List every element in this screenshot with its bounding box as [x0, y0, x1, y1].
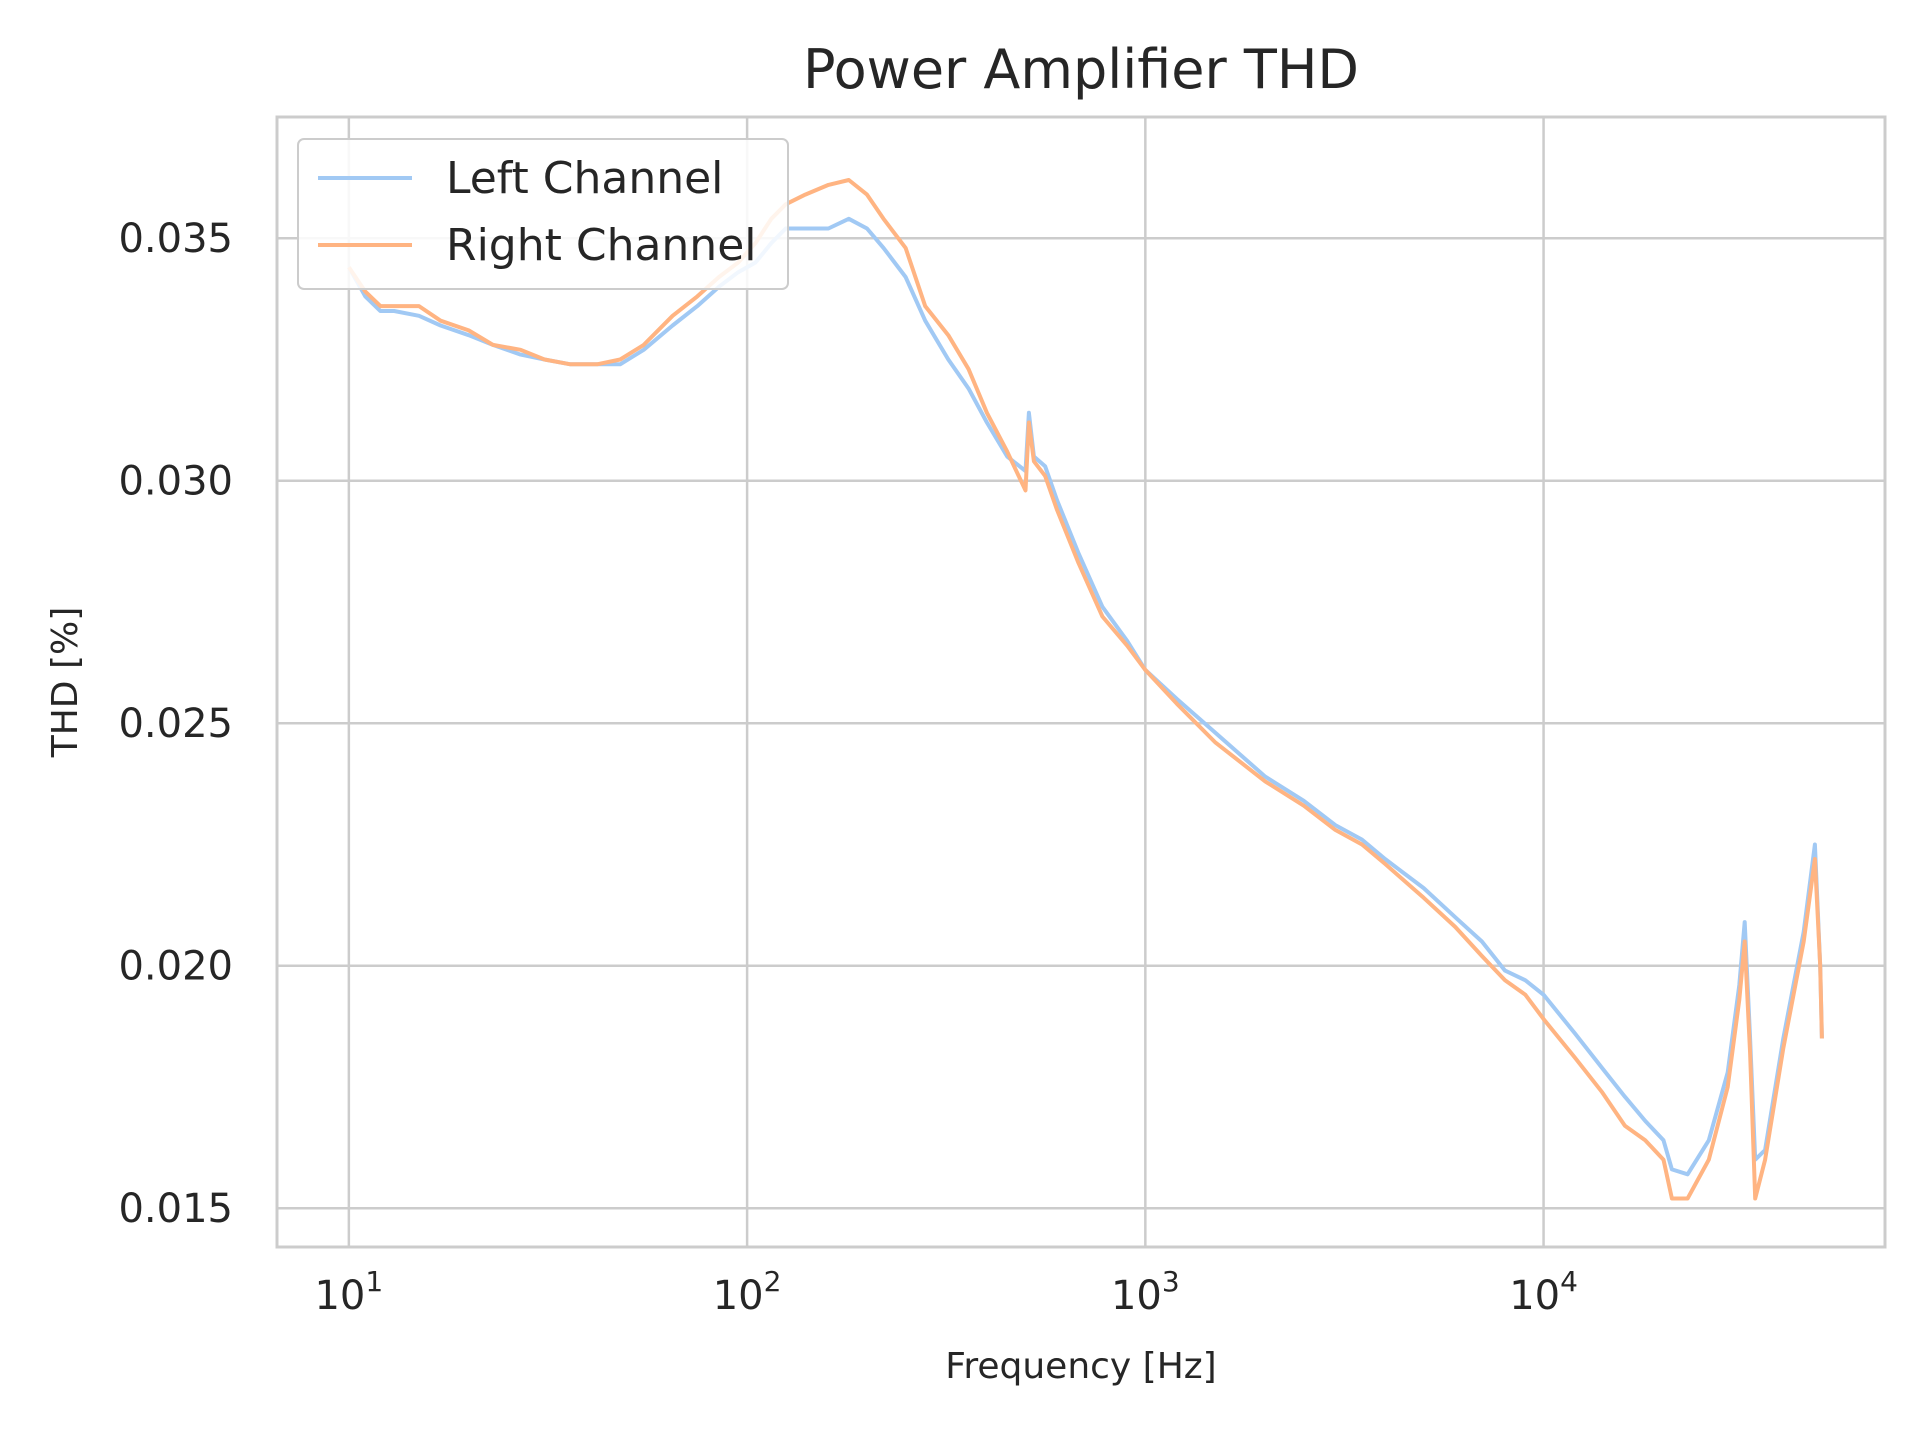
legend-label-left-channel: Left Channel: [446, 153, 723, 204]
x-tick-label: 101: [314, 1265, 383, 1319]
y-tick-label: 0.030: [118, 459, 233, 505]
series-line-1: [347, 178, 1824, 1201]
x-tick-label: 104: [1509, 1265, 1578, 1319]
x-axis-label: Frequency [Hz]: [945, 1346, 1216, 1387]
legend-label-right-channel: Right Channel: [446, 220, 757, 271]
y-tick-label: 0.035: [118, 216, 233, 262]
tick-labels: 101 102 103 104 0.015 0.020 0.025 0.030 0.035: [118, 216, 1577, 1319]
x-tick-label: 102: [713, 1265, 782, 1319]
plot-frame: [275, 115, 1887, 1249]
y-axis-label: THD [%]: [45, 607, 86, 759]
chart-title: Power Amplifier THD: [803, 38, 1359, 101]
series-line-0: [347, 216, 1824, 1177]
x-tick-label: 103: [1111, 1265, 1180, 1319]
y-tick-label: 0.025: [118, 701, 233, 747]
legend-box: [297, 138, 789, 290]
plot-area: [277, 117, 1885, 1247]
y-tick-label: 0.015: [118, 1186, 233, 1232]
legend: Left Channel Right Channel: [297, 138, 789, 290]
y-tick-label: 0.020: [118, 944, 233, 990]
series-layer: [347, 178, 1824, 1201]
grid-lines: [277, 117, 1885, 1247]
